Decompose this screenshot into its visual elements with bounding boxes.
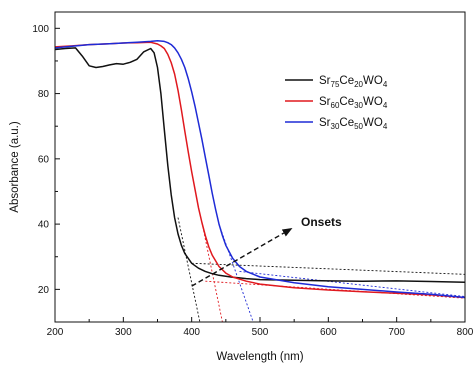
onset-line-6 xyxy=(239,270,465,297)
y-axis-label: Absorbance (a.u.) xyxy=(9,121,21,213)
legend-label-3: Sr30Ce50WO4 xyxy=(319,117,388,131)
onset-line-2 xyxy=(191,262,465,275)
y-tick-label-20: 20 xyxy=(38,285,50,296)
x-tick-label-200: 200 xyxy=(47,327,64,338)
onset-lines xyxy=(177,217,465,322)
series-line-3 xyxy=(55,39,465,299)
x-tick-label-500: 500 xyxy=(252,327,269,338)
axis-ticks: 200 300 400 500 600 700 800 20 40 60 80 100 xyxy=(32,24,473,338)
onset-line-1 xyxy=(177,217,201,322)
series-lines xyxy=(55,39,465,299)
legend: Sr75Ce20WO4 Sr60Ce30WO4 Sr30Ce50WO4 xyxy=(285,75,388,131)
onsets-label: Onsets xyxy=(301,215,342,229)
y-tick-label-80: 80 xyxy=(38,89,50,100)
x-tick-label-600: 600 xyxy=(320,327,337,338)
y-tick-label-60: 60 xyxy=(38,154,50,165)
x-tick-label-300: 300 xyxy=(115,327,132,338)
y-tick-label-100: 100 xyxy=(32,24,49,35)
onsets-annotation: Onsets xyxy=(191,215,342,287)
x-tick-label-400: 400 xyxy=(183,327,200,338)
onset-line-3 xyxy=(201,222,223,322)
onsets-arrow xyxy=(191,228,293,287)
y-tick-label-40: 40 xyxy=(38,220,50,231)
x-axis-label: Wavelength (nm) xyxy=(216,351,303,363)
series-line-1 xyxy=(55,47,465,283)
legend-label-2: Sr60Ce30WO4 xyxy=(319,96,388,110)
legend-label-1: Sr75Ce20WO4 xyxy=(319,75,388,89)
x-tick-label-800: 800 xyxy=(457,327,473,338)
x-tick-label-700: 700 xyxy=(388,327,405,338)
plot-frame xyxy=(54,11,466,323)
series-line-2 xyxy=(55,41,465,299)
onset-line-4 xyxy=(205,280,465,299)
